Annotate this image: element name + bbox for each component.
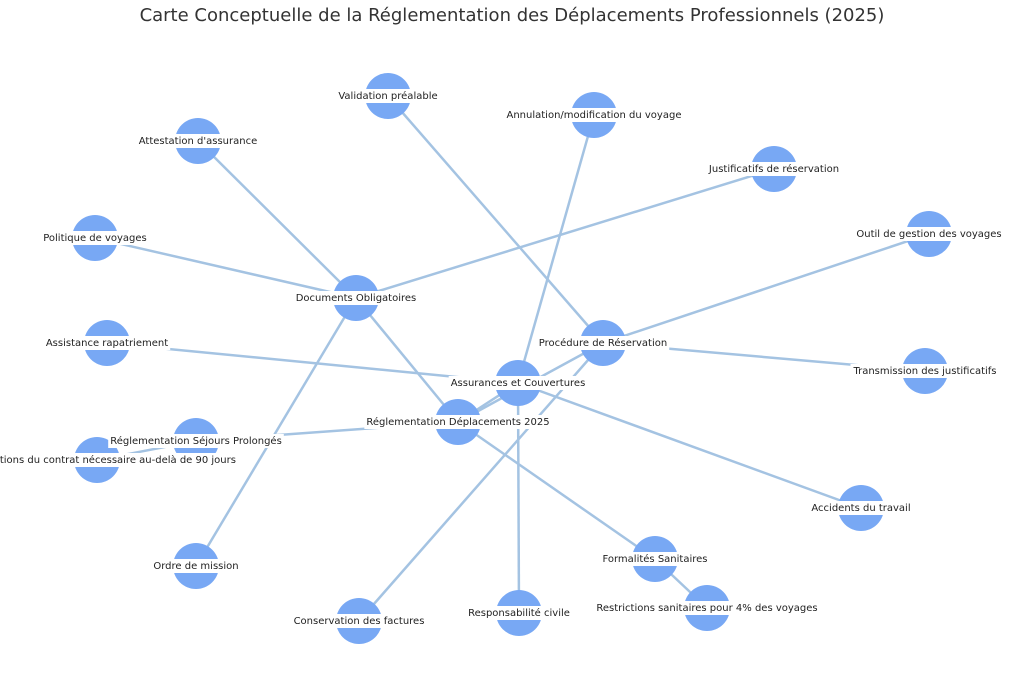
node-label: Validation préalable [338, 90, 437, 102]
node-label: Outil de gestion des voyages [856, 229, 1001, 240]
node-label: Conservation des factures [294, 616, 425, 627]
node-label: Justificatifs de réservation [708, 163, 839, 175]
node-label: Accidents du travail [811, 503, 910, 514]
node-label: Politique de voyages [43, 233, 147, 244]
node-label: Transmission des justificatifs [852, 366, 996, 377]
label-background [466, 606, 572, 620]
edge [355, 297, 459, 423]
node-label: Restrictions sanitaires pour 4% des voya… [596, 603, 817, 614]
node-label: Réglementation Déplacements 2025 [366, 416, 549, 428]
label-background [0, 453, 238, 467]
label-background [364, 415, 552, 429]
node-label: Formalités Sanitaires [602, 553, 707, 565]
node-label: Responsabilité civile [468, 607, 570, 619]
node-label: Modifications du contrat nécessaire au-d… [0, 454, 236, 466]
label-background [43, 336, 171, 350]
label-background [108, 434, 284, 448]
node-label: Assurances et Couvertures [451, 378, 586, 389]
node-label: Assistance rapatriement [46, 338, 168, 349]
label-background [809, 501, 913, 515]
label-background [594, 601, 820, 615]
node-label: Documents Obligatoires [296, 293, 417, 304]
edge [517, 381, 862, 510]
node-label: Réglementation Séjours Prolongés [110, 435, 282, 447]
nodes: Réglementation Déplacements 2025 Document… [0, 73, 1004, 644]
node-label: Ordre de mission [153, 561, 238, 572]
label-background [705, 162, 842, 176]
edge [355, 167, 775, 300]
label-background [336, 89, 440, 103]
node-label: Annulation/modification du voyage [507, 110, 682, 121]
edge [387, 95, 604, 344]
edge [197, 140, 357, 299]
label-background [504, 108, 684, 122]
edge [94, 236, 357, 300]
label-background [448, 376, 588, 390]
edge [194, 297, 358, 567]
label-background [854, 227, 1004, 241]
title: Carte Conceptuelle de la Réglementation … [140, 5, 885, 26]
label-background [293, 291, 419, 305]
label-background [850, 364, 999, 378]
label-background [600, 552, 710, 566]
node-label: Attestation d'assurance [139, 136, 257, 147]
label-background [291, 614, 427, 628]
label-background [41, 231, 149, 245]
label-background [151, 559, 241, 573]
label-background [136, 134, 260, 148]
edge [516, 114, 596, 384]
edge [602, 232, 930, 345]
edge [457, 420, 656, 561]
node-label: Procédure de Réservation [539, 337, 667, 349]
label-background [536, 336, 670, 350]
